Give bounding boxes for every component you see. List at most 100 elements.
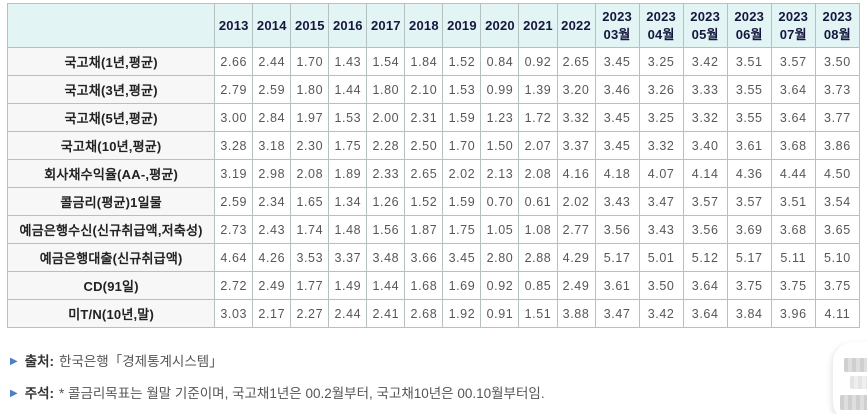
source-note: ▶ 출처: 한국은행「경제통계시스템」: [10, 352, 770, 371]
value-cell: 1.56: [366, 215, 406, 244]
value-cell: 3.69: [726, 215, 772, 244]
row-label: 회사채수익율(AA-,평균): [6, 159, 216, 188]
column-header: 2016: [328, 3, 368, 48]
value-cell: 1.75: [442, 215, 482, 244]
value-cell: 1.54: [366, 47, 406, 76]
value-cell: 3.86: [814, 131, 861, 160]
column-header: 2023 04월: [638, 3, 684, 48]
value-cell: 3.42: [638, 299, 684, 328]
value-cell: 1.51: [518, 299, 558, 328]
value-cell: 2.08: [518, 159, 558, 188]
value-cell: 3.57: [726, 187, 772, 216]
row-label: 콜금리(평균)1일물: [6, 187, 216, 216]
value-cell: 1.39: [518, 75, 558, 104]
value-cell: 1.75: [328, 131, 368, 160]
table-row: 예금은행수신(신규취급액,저축성) 2.73 2.43 1.74 1.48 1.56 1.8…: [6, 215, 861, 244]
value-cell: 3.26: [638, 75, 684, 104]
table-row: 국고채(10년,평균) 3.28 3.18 2.30 1.75 2.28 2.50 1.70 1…: [6, 131, 861, 160]
value-cell: 4.26: [252, 243, 292, 272]
value-cell: 0.61: [518, 187, 558, 216]
row-label: 국고채(10년,평균): [6, 131, 216, 160]
value-cell: 3.03: [214, 299, 254, 328]
value-cell: 2.59: [214, 187, 254, 216]
value-cell: 1.52: [404, 187, 444, 216]
value-cell: 3.32: [556, 103, 596, 132]
floating-quick-menu[interactable]: [833, 342, 867, 414]
value-cell: 4.11: [814, 299, 861, 328]
column-header: 2013: [214, 3, 254, 48]
column-header: 2023 03월: [594, 3, 640, 48]
value-cell: 4.16: [556, 159, 596, 188]
value-cell: 2.07: [518, 131, 558, 160]
value-cell: 3.50: [638, 271, 684, 300]
value-cell: 3.43: [594, 187, 640, 216]
value-cell: 2.02: [556, 187, 596, 216]
value-cell: 2.50: [404, 131, 444, 160]
row-label: 국고채(1년,평균): [6, 47, 216, 76]
table-row: 예금은행대출(신규취급액) 4.64 4.26 3.53 3.37 3.48 3.66 3.4…: [6, 243, 861, 272]
value-cell: 3.19: [214, 159, 254, 188]
value-cell: 4.36: [726, 159, 772, 188]
column-header: 2023 06월: [726, 3, 772, 48]
value-cell: 5.10: [814, 243, 861, 272]
value-cell: 3.50: [814, 47, 861, 76]
value-cell: 2.98: [252, 159, 292, 188]
note-bullet-icon: ▶: [10, 388, 18, 399]
value-cell: 2.49: [252, 271, 292, 300]
value-cell: 2.41: [366, 299, 406, 328]
value-cell: 3.51: [726, 47, 772, 76]
interest-rates-table: 2013 2014 2015 2016 2017 2018 2019 2020 2021 2022…: [6, 3, 861, 328]
value-cell: 2.66: [214, 47, 254, 76]
value-cell: 1.08: [518, 215, 558, 244]
value-cell: 3.46: [594, 75, 640, 104]
row-label: 예금은행대출(신규취급액): [6, 243, 216, 272]
value-cell: 3.20: [556, 75, 596, 104]
value-cell: 1.84: [404, 47, 444, 76]
value-cell: 2.73: [214, 215, 254, 244]
value-cell: 2.77: [556, 215, 596, 244]
value-cell: 3.47: [638, 187, 684, 216]
row-label: 국고채(3년,평균): [6, 75, 216, 104]
value-cell: 2.84: [252, 103, 292, 132]
table-header-row: 2013 2014 2015 2016 2017 2018 2019 2020 2021 2022…: [6, 3, 861, 48]
value-cell: 3.88: [556, 299, 596, 328]
value-cell: 1.34: [328, 187, 368, 216]
value-cell: 1.43: [328, 47, 368, 76]
column-header: 2018: [404, 3, 444, 48]
value-cell: 1.80: [290, 75, 330, 104]
value-cell: 3.37: [556, 131, 596, 160]
column-header: 2015: [290, 3, 330, 48]
value-cell: 1.70: [442, 131, 482, 160]
value-cell: 1.68: [404, 271, 444, 300]
value-cell: 2.80: [480, 243, 520, 272]
value-cell: 0.92: [480, 271, 520, 300]
value-cell: 0.84: [480, 47, 520, 76]
value-cell: 3.57: [770, 47, 816, 76]
value-cell: 1.52: [442, 47, 482, 76]
value-cell: 3.32: [638, 131, 684, 160]
value-cell: 1.53: [328, 103, 368, 132]
value-cell: 3.73: [814, 75, 861, 104]
value-cell: 3.25: [638, 47, 684, 76]
value-cell: 2.65: [404, 159, 444, 188]
value-cell: 3.45: [594, 103, 640, 132]
value-cell: 1.44: [328, 75, 368, 104]
column-header: 2023 08월: [814, 3, 861, 48]
row-label: 국고채(5년,평균): [6, 103, 216, 132]
value-cell: 3.68: [770, 215, 816, 244]
value-cell: 3.64: [770, 75, 816, 104]
column-header: 2021: [518, 3, 558, 48]
value-cell: 2.59: [252, 75, 292, 104]
table-row: CD(91일) 2.72 2.49 1.77 1.49 1.44 1.68 1.69 0.92 0…: [6, 271, 861, 300]
column-header: 2023 05월: [682, 3, 728, 48]
value-cell: 2.88: [518, 243, 558, 272]
value-cell: 3.42: [682, 47, 728, 76]
corner-cell: [6, 3, 216, 48]
value-cell: 3.40: [682, 131, 728, 160]
value-cell: 3.56: [682, 215, 728, 244]
value-cell: 1.87: [404, 215, 444, 244]
value-cell: 1.49: [328, 271, 368, 300]
value-cell: 3.61: [594, 271, 640, 300]
value-cell: 2.31: [404, 103, 444, 132]
